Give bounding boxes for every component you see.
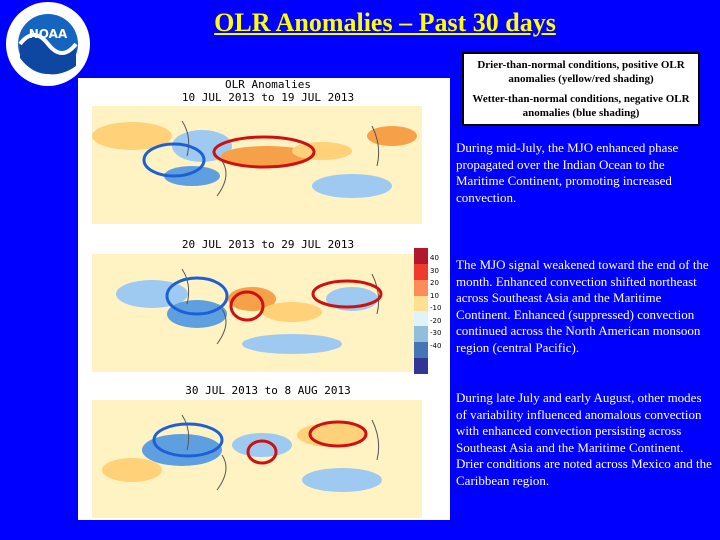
legend-wetter: Wetter-than-normal conditions, negative …: [472, 93, 690, 119]
legend-box: Drier-than-normal conditions, positive O…: [462, 52, 700, 126]
olr-maps: OLR Anomalies 10 JUL 2013 to 19 JUL 2013…: [78, 78, 450, 520]
colorbar-labels: 40 30 20 10 -10 -20 -30 -40: [430, 252, 441, 352]
colorbar: [414, 248, 428, 374]
map-panel-2: 20 JUL 2013 to 29 JUL 2013: [78, 226, 450, 374]
cb-label: 20: [430, 279, 439, 287]
panel-3-dates: 30 JUL 2013 to 8 AUG 2013: [185, 384, 351, 397]
map-2: [92, 254, 422, 372]
cb-label: 10: [430, 291, 439, 300]
cb-label: 40: [430, 254, 439, 262]
page-title: OLR Anomalies – Past 30 days: [214, 8, 556, 37]
cb-label: 30: [430, 266, 439, 275]
cb-label: -40: [430, 341, 442, 350]
cb-label: -30: [430, 329, 442, 337]
maps-main-title: OLR Anomalies: [224, 78, 312, 91]
cb-label: -20: [430, 316, 442, 325]
logo-text: NOAA: [29, 27, 68, 41]
map-panel-1: 10 JUL 2013 to 19 JUL 2013: [78, 78, 450, 226]
paragraph-3: During late July and early August, other…: [456, 390, 712, 488]
panel-2-dates: 20 JUL 2013 to 29 JUL 2013: [181, 238, 355, 251]
paragraph-2: The MJO signal weakened toward the end o…: [456, 257, 709, 355]
panel-1-dates: 10 JUL 2013 to 19 JUL 2013: [181, 91, 355, 104]
paragraph-1: During mid-July, the MJO enhanced phase …: [456, 140, 679, 205]
legend-drier: Drier-than-normal conditions, positive O…: [477, 59, 685, 85]
map-1: [92, 106, 422, 224]
cb-label: -10: [430, 304, 442, 312]
noaa-logo: NOAA: [0, 0, 96, 96]
map-panel-3: 30 JUL 2013 to 8 AUG 2013: [78, 374, 450, 522]
map-3: [92, 400, 422, 518]
